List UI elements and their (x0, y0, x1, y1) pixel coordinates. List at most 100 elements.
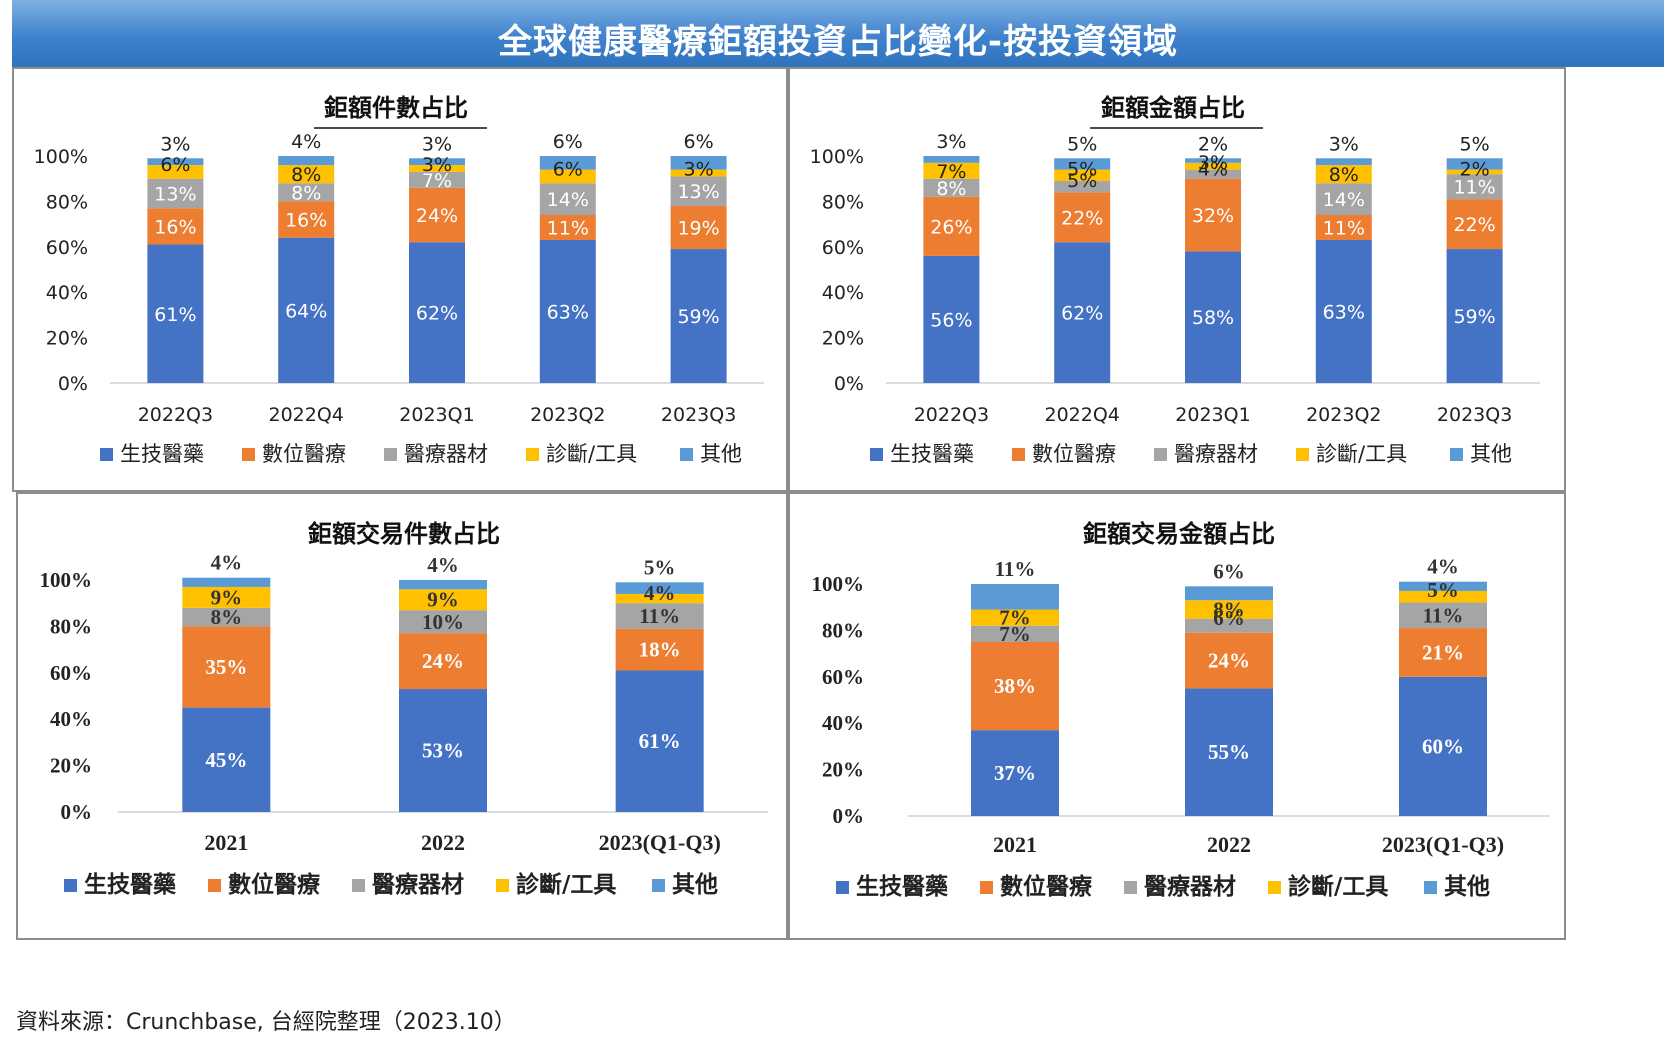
bar-segment-medical-devices (278, 183, 335, 202)
y-tick-label: 40% (822, 282, 864, 304)
data-label-digital-health: 35% (205, 655, 247, 679)
chart-title: 鉅額交易金額占比 (1083, 520, 1275, 548)
data-label-medical-devices: 10% (422, 610, 464, 634)
bar-segment-medical-devices (147, 178, 204, 209)
data-label-digital-health: 26% (930, 216, 972, 238)
data-label-digital-health: 32% (1192, 205, 1234, 227)
x-category-label: 2021 (993, 832, 1037, 857)
legend-swatch-biotech-pharma (64, 879, 77, 892)
chart-title: 鉅額件數占比 (324, 94, 468, 122)
bar-segment-diagnostics-tools (1446, 169, 1503, 175)
data-label-digital-health: 22% (1061, 207, 1103, 229)
bar-segment-biotech-pharma (182, 707, 271, 812)
data-label-medical-devices: 13% (677, 181, 719, 203)
data-label-digital-health: 18% (639, 638, 681, 662)
x-category-label: 2022 (421, 830, 465, 855)
chart-panel-deal-count-quarterly: 鉅額件數占比 0% 20% 40% 60% 80% 100% 61% 16% 13% 6% 3% 202… (12, 67, 788, 492)
legend-label-biotech-pharma: 生技醫藥 (856, 874, 949, 900)
bar-segment-medical-devices (1446, 174, 1503, 200)
bar-segment-biotech-pharma (1054, 242, 1111, 383)
data-label-medical-devices: 8% (291, 182, 321, 204)
chart-panel-deal-count-annual: 鉅額交易件數占比 0% 20% 40% 60% 80% 100% 45% 35% 8% 9% 4% 20… (16, 492, 788, 940)
bar-segment-diagnostics-tools (1185, 600, 1273, 619)
data-label-digital-health: 21% (1422, 640, 1464, 664)
bar-segment-diagnostics-tools (923, 162, 980, 179)
data-label-biotech-pharma: 58% (1192, 307, 1234, 329)
bar-segment-medical-devices (1315, 183, 1372, 216)
title-banner: 全球健康醫療鉅額投資占比變化-按投資領域 (12, 0, 1664, 67)
x-category-label: 2022 (1207, 832, 1251, 857)
data-label-medical-devices: 8% (211, 605, 243, 629)
bar-segment-diagnostics-tools (1315, 165, 1372, 184)
y-tick-label: 80% (50, 614, 92, 638)
bar-segment-biotech-pharma (409, 242, 465, 383)
bar-segment-other (1315, 158, 1372, 166)
legend-label-biotech-pharma: 生技醫藥 (890, 442, 974, 466)
bar-segment-biotech-pharma (1399, 676, 1487, 816)
bar-segment-other (409, 158, 465, 166)
bar-segment-other (670, 156, 727, 170)
data-label-other: 3% (1329, 133, 1359, 155)
y-tick-label: 40% (822, 711, 864, 735)
y-tick-label: 100% (812, 572, 865, 596)
y-tick-label: 0% (61, 800, 93, 824)
bar-segment-diagnostics-tools (971, 609, 1059, 626)
y-tick-label: 0% (58, 373, 88, 395)
bar-segment-biotech-pharma (1185, 251, 1241, 383)
legend-swatch-medical-devices (352, 879, 365, 892)
data-label-diagnostics-tools: 8% (1329, 164, 1359, 186)
bar-segment-digital-health (1315, 215, 1372, 240)
data-label-other: 4% (291, 131, 321, 153)
bar-segment-digital-health (182, 626, 271, 708)
legend-label-medical-devices: 醫療器材 (404, 442, 488, 466)
bar-segment-diagnostics-tools (615, 593, 704, 604)
bar-segment-digital-health (399, 633, 487, 690)
data-label-diagnostics-tools: 7% (999, 606, 1031, 630)
data-label-other: 4% (1427, 555, 1459, 579)
data-label-biotech-pharma: 61% (154, 304, 196, 326)
data-label-other: 4% (211, 551, 243, 575)
bar-segment-diagnostics-tools (539, 169, 596, 184)
data-label-digital-health: 11% (547, 218, 589, 240)
legend-label-biotech-pharma: 生技醫藥 (84, 872, 177, 898)
bar-segment-other (1446, 158, 1503, 170)
bar-segment-biotech-pharma (539, 239, 596, 383)
legend-label-medical-devices: 醫療器材 (372, 871, 464, 898)
legend-swatch-diagnostics-tools (1296, 448, 1309, 461)
bar-segment-other (1054, 158, 1111, 170)
bar-segment-diagnostics-tools (1054, 169, 1111, 181)
data-label-biotech-pharma: 64% (285, 300, 327, 322)
legend-label-other: 其他 (672, 872, 718, 898)
y-tick-label: 20% (822, 328, 864, 350)
data-label-diagnostics-tools: 8% (1213, 598, 1245, 622)
legend-swatch-other (1450, 448, 1463, 461)
x-category-label: 2023(Q1-Q3) (599, 830, 721, 855)
legend-swatch-medical-devices (384, 448, 397, 461)
data-label-diagnostics-tools: 2% (1460, 159, 1490, 181)
data-label-medical-devices: 7% (999, 622, 1031, 646)
bar-segment-medical-devices (1399, 602, 1487, 629)
data-label-biotech-pharma: 62% (1061, 303, 1103, 325)
bar-segment-medical-devices (670, 176, 727, 206)
data-label-digital-health: 19% (677, 218, 719, 240)
data-label-other: 2% (1198, 133, 1228, 155)
x-category-label: 2023(Q1-Q3) (1382, 832, 1504, 857)
bar-segment-diagnostics-tools (670, 169, 727, 177)
data-label-other: 6% (553, 131, 583, 153)
data-label-medical-devices: 4% (1198, 159, 1228, 181)
bar-segment-digital-health (971, 642, 1059, 731)
data-label-medical-devices: 13% (154, 183, 196, 205)
legend-label-medical-devices: 醫療器材 (1144, 873, 1236, 900)
data-label-other: 11% (995, 557, 1036, 581)
data-label-other: 3% (422, 133, 452, 155)
legend-label-digital-health: 數位醫療 (1032, 442, 1116, 466)
legend-swatch-other (1424, 881, 1437, 894)
data-label-biotech-pharma: 53% (422, 739, 464, 763)
bar-segment-digital-health (923, 196, 980, 256)
data-label-biotech-pharma: 63% (1323, 301, 1365, 323)
data-label-diagnostics-tools: 8% (291, 164, 321, 186)
y-tick-label: 60% (50, 661, 92, 685)
bar-segment-digital-health (615, 628, 704, 671)
legend-label-other: 其他 (700, 442, 742, 466)
data-label-other: 4% (427, 553, 459, 577)
